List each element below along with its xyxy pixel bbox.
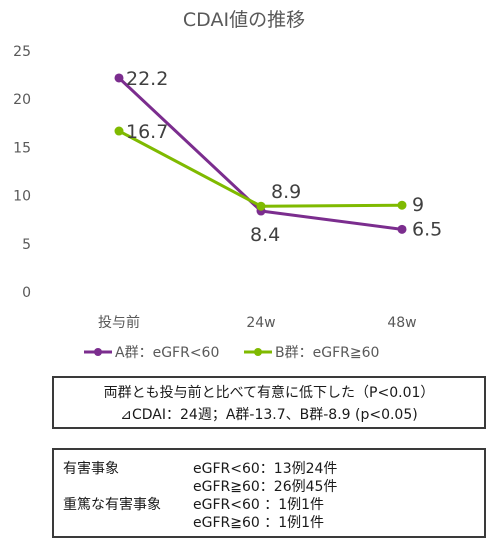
y-axis-ticks: 0 5 10 15 20 25 — [13, 44, 31, 301]
data-point — [397, 224, 407, 234]
adverse-events-group-a: eGFR<60：13例24件 — [193, 461, 338, 477]
legend-marker — [94, 348, 102, 356]
legend-item: A群：eGFR<60 — [84, 345, 219, 361]
y-tick-label: 10 — [13, 189, 31, 205]
data-label: 22.2 — [126, 68, 168, 90]
x-tick-label: 投与前 — [98, 314, 140, 331]
x-axis-ticks: 投与前 24w 48w — [98, 314, 417, 331]
y-tick-label: 25 — [13, 44, 31, 60]
data-point — [114, 73, 124, 83]
data-label: 9 — [412, 194, 424, 216]
y-tick-label: 15 — [13, 140, 31, 156]
y-tick-label: 0 — [22, 285, 31, 301]
adverse-events-label: 有害事象 — [63, 461, 119, 477]
legend-label: A群：eGFR<60 — [115, 345, 219, 361]
chart-title: CDAI値の推移 — [183, 9, 305, 31]
series-layer: 22.2 8.4 6.5 16.7 8.9 9 — [114, 68, 442, 246]
serious-adverse-events-label: 重篤な有害事象 — [63, 497, 161, 513]
adverse-events-group-b: eGFR≧60：26例45件 — [193, 479, 338, 495]
legend-item: B群：eGFR≧60 — [244, 345, 379, 361]
legend: A群：eGFR<60 B群：eGFR≧60 — [84, 345, 379, 361]
legend-label: B群：eGFR≧60 — [275, 345, 379, 361]
adverse-events-box: 有害事象 eGFR<60：13例24件 eGFR≧60：26例45件 重篤な有害… — [52, 448, 486, 538]
legend-marker — [254, 348, 262, 356]
y-tick-label: 5 — [22, 237, 31, 253]
serious-adverse-events-group-b: eGFR≧60 ：1例1件 — [193, 515, 325, 531]
data-label: 16.7 — [126, 121, 168, 143]
data-point — [114, 126, 124, 136]
cdai-line-chart: CDAI値の推移 0 5 10 15 20 25 投与前 24w 48w 22.2 8.4 6.5… — [13, 9, 442, 361]
x-tick-label: 24w — [246, 315, 275, 331]
summary-line-1: 両群とも投与前と比べて有意に低下した（P<0.01） — [103, 385, 435, 401]
x-tick-label: 48w — [387, 315, 416, 331]
data-label: 6.5 — [412, 218, 442, 240]
data-point — [397, 200, 407, 210]
data-point — [256, 201, 266, 211]
series-0: 22.2 8.4 6.5 — [114, 68, 442, 246]
summary-line-2: ⊿CDAI：24週；A群-13.7、B群-8.9 (p<0.05) — [120, 407, 418, 423]
y-tick-label: 20 — [13, 92, 31, 108]
serious-adverse-events-group-a: eGFR<60 ：1例1件 — [193, 497, 325, 513]
summary-box: 両群とも投与前と比べて有意に低下した（P<0.01） ⊿CDAI：24週；A群-… — [52, 376, 486, 429]
series-1: 16.7 8.9 9 — [114, 121, 424, 216]
data-label: 8.4 — [250, 224, 280, 246]
data-label: 8.9 — [271, 181, 301, 203]
